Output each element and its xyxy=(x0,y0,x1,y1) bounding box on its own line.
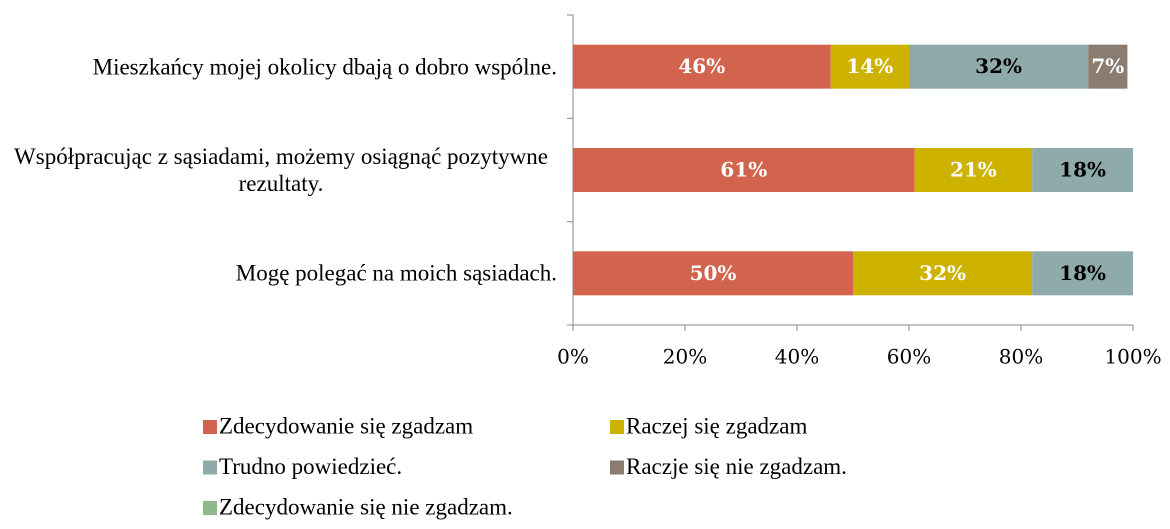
bar-segment xyxy=(573,251,853,296)
x-tick-label: 80% xyxy=(999,345,1043,369)
data-label: 18% xyxy=(1059,158,1106,182)
category-text: Współpracując z sąsiadami, możemy osiągn… xyxy=(14,144,548,196)
category-label: Współpracując z sąsiadami, możemy osiągn… xyxy=(5,143,557,197)
data-label: 7% xyxy=(1091,54,1124,78)
legend-label: Zdecydowanie się zgadzam xyxy=(219,413,473,438)
legend-swatch xyxy=(203,460,217,475)
legend-label: Trudno powiedzieć. xyxy=(219,454,402,479)
legend-swatch xyxy=(610,460,624,475)
x-tick-label: 100% xyxy=(1104,345,1161,369)
bar-segment xyxy=(909,44,1089,89)
bar-segment xyxy=(1088,44,1128,89)
x-tick-label: 60% xyxy=(887,345,931,369)
legend-swatch xyxy=(610,420,624,434)
legend-label: Zdecydowanie się nie zgadzam. xyxy=(219,494,513,519)
legend-swatch xyxy=(203,420,217,434)
bar-segment xyxy=(830,44,909,89)
bar-segment xyxy=(914,148,1033,192)
x-tick-label: 40% xyxy=(775,345,819,369)
data-label: 21% xyxy=(950,158,997,182)
bar-segment xyxy=(853,251,1033,296)
legend-swatch xyxy=(203,501,217,515)
bar-segment xyxy=(573,44,831,89)
category-label: Mogę polegać na moich sąsiadach. xyxy=(236,260,557,287)
legend-label: Raczej się zgadzam xyxy=(626,413,807,438)
bar-segment xyxy=(1032,148,1133,192)
category-text: Mogę polegać na moich sąsiadach. xyxy=(235,260,557,286)
bar-segment xyxy=(1032,251,1133,296)
category-label: Mieszkańcy mojej okolicy dbają o dobro w… xyxy=(93,53,557,80)
legend-label: Raczje się nie zgadzam. xyxy=(626,454,847,479)
data-label: 50% xyxy=(690,261,737,285)
data-label: 14% xyxy=(846,54,893,78)
data-label: 32% xyxy=(919,261,966,285)
x-tick-label: 20% xyxy=(663,345,707,369)
data-label: 32% xyxy=(975,54,1022,78)
x-tick-label: 0% xyxy=(557,345,589,369)
data-label: 61% xyxy=(720,158,767,182)
data-label: 18% xyxy=(1059,261,1106,285)
data-label: 46% xyxy=(678,54,725,78)
category-text: Mieszkańcy mojej okolicy dbają o dobro w… xyxy=(92,54,557,80)
bar-segment xyxy=(573,148,915,192)
